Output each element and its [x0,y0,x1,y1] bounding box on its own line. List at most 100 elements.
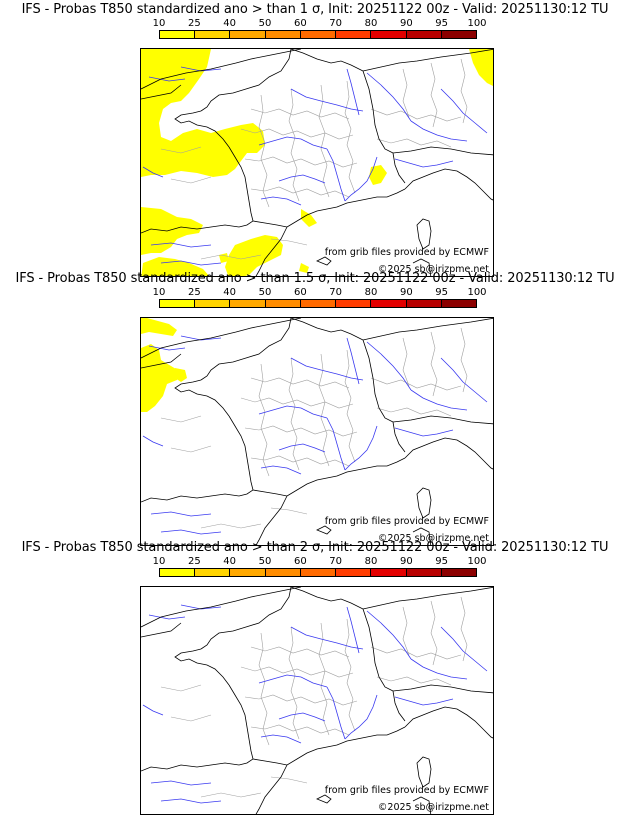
river [410,658,468,680]
admin-boundary [370,646,462,660]
admin-boundary [160,684,202,692]
probability-shading [175,368,187,382]
map-canvas [141,318,493,545]
river [278,712,326,722]
coastline [255,495,288,545]
colorbar-swatch [195,569,231,576]
panel-title: IFS - Probas T850 standardized ano > tha… [15,271,615,286]
probability-shading [141,344,181,412]
admin-boundary [244,156,358,168]
river [366,72,412,122]
coastline [412,258,432,276]
colorbar-tick-label: 80 [364,556,378,567]
river [394,427,454,437]
copyright-credit: ©2025 sb@irizpme.net [377,533,489,544]
coastline [141,318,302,359]
admin-boundary [240,397,354,409]
colorbar-swatch [336,569,372,576]
colorbar-tick-label: 70 [329,18,343,29]
river [410,389,468,411]
colorbar-swatch [406,300,442,307]
colorbar-tick-label: 80 [364,287,378,298]
admin-boundary [376,138,452,148]
coastline [255,226,288,276]
colorbar-tick-label: 100 [467,287,487,298]
colorbar-swatch [300,569,337,576]
colorbar-swatch [230,31,266,38]
colorbar-swatch [300,31,337,38]
coastline [141,622,182,638]
coastline [290,49,364,72]
admin-boundary [344,80,356,194]
coastline [228,146,254,228]
map-panel-1-sigma: IFS - Probas T850 standardized ano > tha… [0,0,630,277]
river [344,425,378,471]
admin-boundary [240,666,354,678]
probability-colorbar: 10 25 40 50 60 70 80 90 95 100 [153,287,487,311]
admin-boundary [318,353,330,467]
colorbar-swatch [336,300,372,307]
river [150,780,212,786]
coastline [286,457,406,497]
admin-boundary [250,646,350,658]
coastline [141,84,182,100]
coastline [141,224,240,234]
admin-boundary [288,626,300,740]
colorbar-tick-label: 60 [293,556,307,567]
coastline [174,648,230,686]
colorbar-swatch [371,300,407,307]
colorbar-tick-label: 95 [435,556,449,567]
colorbar-tick-label: 40 [223,556,237,567]
colorbar-tick-label: 70 [329,556,343,567]
colorbar-swatch [300,300,337,307]
france-probability-map: from grib files provided by ECMWF ©2025 … [140,48,494,277]
coastline [316,525,332,535]
river [290,88,364,112]
admin-boundary [460,58,468,124]
probability-shading [141,49,265,177]
admin-boundary [288,357,300,471]
admin-boundary [344,349,356,463]
source-credit: from grib files provided by ECMWF [324,247,489,258]
map-panel-2-sigma: IFS - Probas T850 standardized ano > tha… [0,538,630,815]
colorbar-tick-label: 50 [258,556,272,567]
colorbar-swatch [160,31,196,38]
river [150,242,212,248]
coastline [228,684,254,766]
river [160,798,222,804]
probability-shading [141,207,203,255]
panel-title: IFS - Probas T850 standardized ano > tha… [21,2,609,17]
coastline [252,489,288,497]
river [142,435,164,447]
colorbar-swatch [406,31,442,38]
coastline [416,218,432,250]
admin-boundary [200,792,262,798]
admin-boundary [240,128,354,140]
map-canvas [141,49,493,276]
coastline [362,318,493,341]
river [150,511,212,517]
probability-shading [225,235,283,276]
france-probability-map: from grib files provided by ECMWF ©2025 … [140,317,494,546]
colorbar-swatch [195,31,231,38]
coastline [200,587,292,650]
river [440,626,488,672]
colorbar-tick-label: 100 [467,556,487,567]
river [326,148,346,202]
admin-boundary [318,622,330,736]
coastline [412,527,432,545]
coastline [362,70,394,154]
colorbar-swatch [406,569,442,576]
coastline [362,339,394,423]
coastline [228,415,254,497]
colorbar-swatches [159,568,477,577]
river [440,357,488,403]
coastline [392,146,493,156]
coastline [141,49,302,90]
coastline [392,421,406,453]
river [366,610,412,660]
coastline [286,726,406,766]
panel-title: IFS - Probas T850 standardized ano > tha… [21,540,609,555]
river [260,734,302,744]
river [148,614,186,620]
